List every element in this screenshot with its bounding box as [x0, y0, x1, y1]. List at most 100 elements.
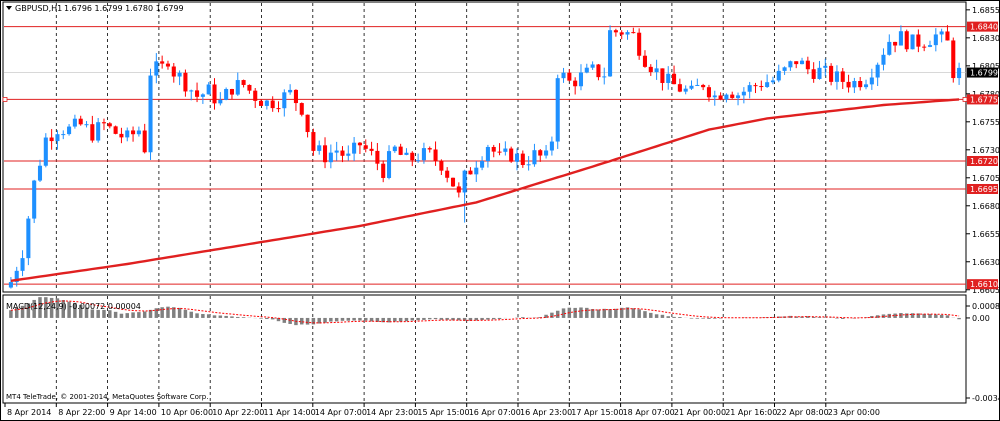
- candle-body: [177, 72, 182, 77]
- hline-price-label: 1.6720: [970, 157, 998, 166]
- hline-price-tag: [967, 155, 998, 166]
- candle-body: [863, 84, 869, 88]
- candle-body: [61, 134, 66, 136]
- candle-body: [142, 130, 147, 153]
- candle-body: [427, 148, 432, 150]
- candle-body: [206, 84, 211, 95]
- candle-body: [37, 165, 43, 181]
- candle-body: [288, 89, 293, 93]
- hline-price-label: 1.6695: [970, 185, 998, 194]
- candle-body: [567, 72, 572, 81]
- time-label: 17 Apr 15:00: [571, 408, 623, 417]
- candle-body: [334, 150, 339, 153]
- hline-price-tag: [967, 21, 998, 32]
- candle-body: [241, 80, 246, 85]
- candle-body: [538, 150, 543, 156]
- candle-body: [840, 71, 845, 82]
- candle-body: [346, 153, 351, 156]
- symbol-timeframe: GBPUSD,H1: [15, 4, 62, 13]
- hline-price-tag: [967, 94, 998, 105]
- candle-body: [608, 30, 613, 77]
- time-label: 16 Apr 07:00: [469, 408, 521, 417]
- candle-body: [381, 163, 386, 178]
- dropdown-arrow-icon[interactable]: [6, 6, 12, 10]
- candle-body: [788, 61, 793, 68]
- time-label: 21 Apr 00:00: [674, 408, 726, 417]
- macd-axis: 0.00089 0.00 -0.00341: [966, 302, 1000, 403]
- macd-pane[interactable]: 0.00089 0.00 -0.00341 MACD(12,24,9) -0.000…: [2, 294, 1000, 404]
- candle-body: [55, 134, 60, 142]
- candle-body: [951, 40, 956, 79]
- candle-body: [648, 66, 653, 73]
- candle-body: [259, 100, 264, 106]
- time-label: 14 Apr 07:00: [315, 408, 367, 417]
- candle-body: [439, 160, 444, 171]
- candle-body: [299, 103, 304, 115]
- hline-handle[interactable]: [2, 97, 8, 102]
- candle-body: [642, 55, 648, 67]
- candle-body: [811, 69, 816, 79]
- candle-body: [858, 81, 863, 88]
- time-axis[interactable]: 8 Apr 2014 8 Apr 22:00 9 Apr 14:00 10 Apr 0…: [4, 403, 880, 417]
- candle-body: [224, 89, 229, 100]
- candle-body: [84, 124, 89, 126]
- moving-average-line: [10, 98, 960, 282]
- candle-body: [759, 86, 764, 88]
- candle-body: [549, 141, 554, 151]
- candle-body: [96, 122, 101, 141]
- candle-body: [8, 282, 13, 288]
- candle-body: [637, 32, 642, 56]
- candle-body: [875, 64, 880, 78]
- candle-body: [20, 258, 25, 271]
- candle-body: [578, 72, 584, 87]
- candle-body: [509, 148, 514, 162]
- hline-handle[interactable]: [962, 97, 968, 102]
- candle-body: [765, 82, 770, 87]
- hline-price-label: 1.6775: [970, 95, 998, 104]
- time-label: 14 Apr 23:00: [366, 408, 418, 417]
- candle-body: [631, 32, 636, 34]
- candle-body: [544, 150, 549, 156]
- candle-body: [183, 72, 188, 92]
- candle-body: [229, 89, 234, 95]
- candle-body: [416, 160, 421, 162]
- candle-body: [602, 76, 607, 78]
- candle-body: [520, 153, 525, 166]
- time-label: 15 Apr 15:00: [417, 408, 469, 417]
- candle-body: [799, 60, 805, 65]
- horizontal-levels[interactable]: [2, 26, 968, 285]
- price-axis[interactable]: 1.6855 1.6830 1.6805 1.6780 1.6755 1.6730 1.67…: [966, 6, 1000, 295]
- ohlc-readout: 1.6796 1.6799 1.6780 1.6799: [64, 4, 184, 13]
- price-pane-frame: [2, 1, 967, 293]
- candle-body: [939, 31, 944, 35]
- price-pane[interactable]: 1.6855 1.6830 1.6805 1.6780 1.6755 1.6730 1.67…: [2, 1, 1000, 295]
- hline-price-label: 1.6610: [970, 280, 998, 289]
- candle-body: [887, 41, 892, 55]
- candles: [8, 25, 962, 289]
- candle-body: [706, 87, 711, 98]
- price-tick-label: 1.6780: [972, 90, 1000, 99]
- candle-body: [212, 84, 217, 104]
- candle-body: [869, 77, 874, 85]
- time-label: 11 Apr 14:00: [264, 408, 316, 417]
- current-price-label: 1.6799: [970, 69, 998, 78]
- candle-body: [264, 100, 269, 106]
- candle-body: [491, 146, 496, 152]
- candle-body: [305, 114, 310, 133]
- candle-body: [113, 126, 118, 134]
- time-label: 10 Apr 22:00: [212, 408, 264, 417]
- candle-body: [282, 92, 287, 109]
- candle-body: [730, 94, 735, 98]
- price-tick-label: 1.6605: [972, 286, 1000, 295]
- candle-body: [497, 151, 502, 153]
- candle-body: [724, 94, 729, 100]
- candle-body: [72, 118, 77, 127]
- candle-body: [49, 137, 54, 142]
- candle-body: [119, 133, 124, 138]
- candle-body: [933, 34, 938, 46]
- candle-body: [78, 118, 83, 125]
- candle-body: [770, 80, 775, 83]
- candle-body: [957, 67, 962, 79]
